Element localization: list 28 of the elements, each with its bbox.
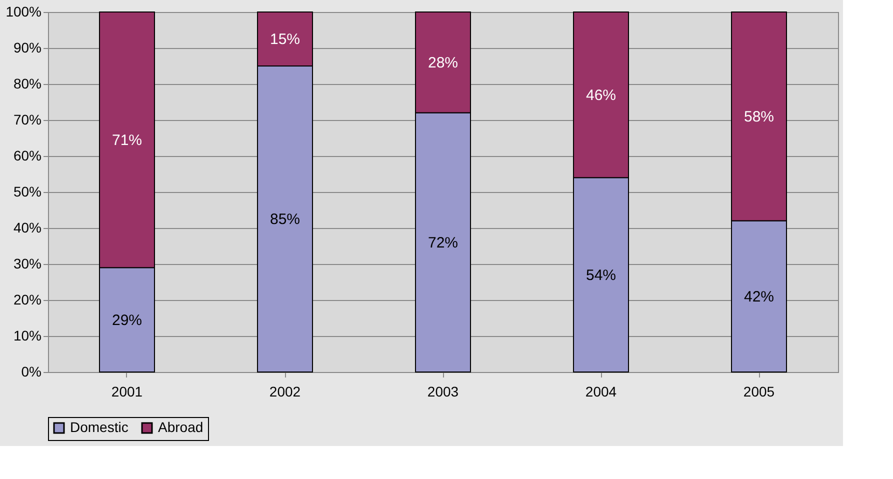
- y-tick-label: 40%: [13, 220, 42, 236]
- x-tick-label: 2001: [111, 384, 143, 400]
- data-label: 58%: [744, 108, 774, 126]
- y-tick-label: 60%: [13, 148, 42, 164]
- y-tick-label: 100%: [6, 4, 42, 20]
- data-label: 72%: [428, 234, 458, 252]
- y-tick-label: 80%: [13, 76, 42, 92]
- data-label: 71%: [112, 132, 142, 149]
- y-tick-label: 50%: [13, 184, 42, 200]
- data-label: 42%: [744, 288, 774, 306]
- x-tick-label: 2002: [269, 384, 301, 400]
- data-label: 46%: [586, 86, 616, 104]
- data-label: 15%: [270, 31, 300, 48]
- legend-label: Domestic: [70, 419, 128, 435]
- x-tick-label: 2005: [743, 384, 775, 400]
- x-tick-label: 2003: [427, 384, 459, 400]
- data-label: 28%: [428, 54, 458, 72]
- data-label: 54%: [586, 266, 616, 284]
- data-label: 29%: [112, 312, 142, 329]
- y-tick-label: 20%: [13, 292, 42, 308]
- y-tick-label: 0%: [21, 364, 42, 380]
- legend-label: Abroad: [158, 419, 204, 435]
- y-tick-label: 90%: [13, 40, 42, 56]
- data-label: 85%: [270, 211, 300, 228]
- x-tick-label: 2004: [585, 384, 617, 400]
- y-tick-label: 70%: [13, 112, 42, 128]
- y-tick-label: 10%: [13, 328, 42, 344]
- y-tick-label: 30%: [13, 256, 42, 272]
